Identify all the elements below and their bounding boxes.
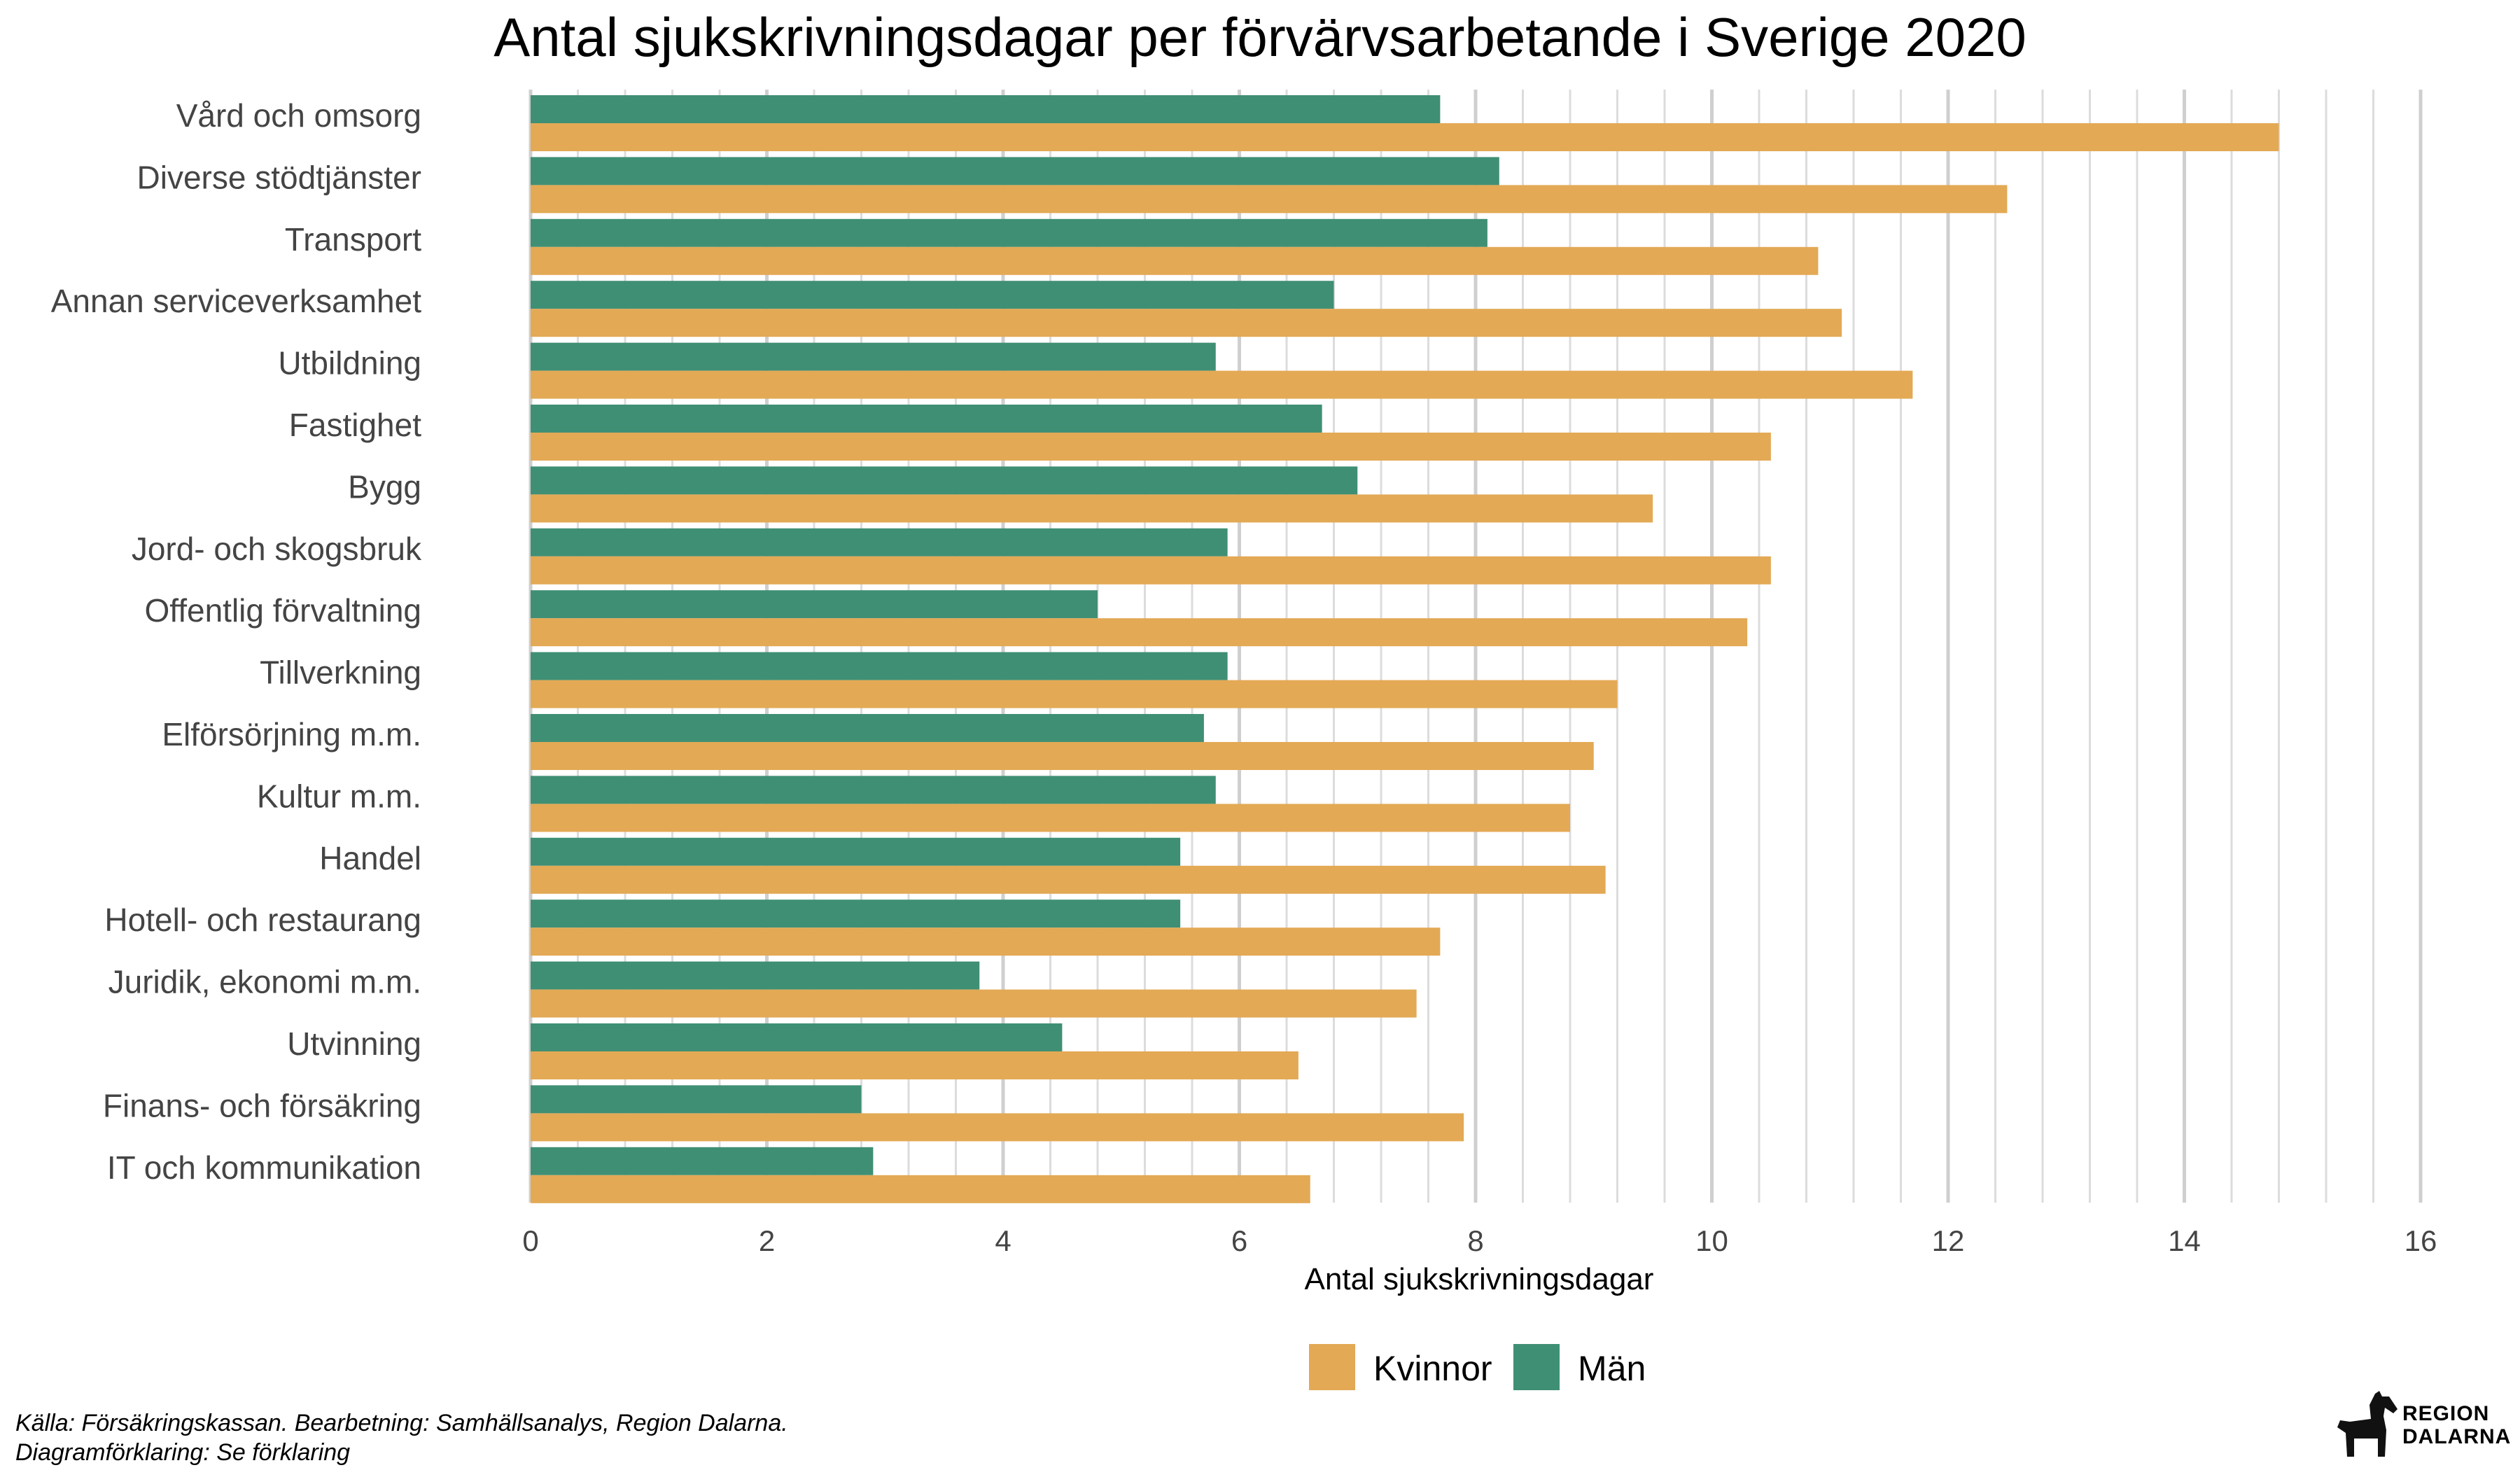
bar-woman	[531, 309, 1842, 337]
bar-man	[531, 776, 1216, 804]
category-label: Finans- och försäkring	[103, 1087, 421, 1124]
bar-woman	[531, 742, 1594, 770]
chart-title: Antal sjukskrivningsdagar per förvärvsar…	[493, 6, 2026, 68]
legend-swatch	[1513, 1344, 1560, 1390]
bar-woman	[531, 927, 1441, 956]
bar-man	[531, 961, 980, 990]
bar-man	[531, 342, 1216, 371]
x-tick-label: 4	[995, 1224, 1011, 1257]
legend: Kvinnor Män	[1309, 1344, 1646, 1390]
category-label: Kultur m.m.	[257, 778, 421, 814]
x-tick-label: 6	[1231, 1224, 1247, 1257]
region-dalarna-logo: REGION DALARNA	[2334, 1390, 2516, 1466]
bar-woman	[531, 618, 1748, 647]
bar-man	[531, 528, 1228, 556]
category-label: Diverse stödtjänster	[137, 159, 422, 195]
bar-man	[531, 714, 1204, 742]
category-label: Elförsörjning m.m.	[162, 716, 421, 752]
legend-swatch	[1309, 1344, 1355, 1390]
category-label: Bygg	[348, 468, 421, 505]
x-tick-label: 2	[759, 1224, 775, 1257]
bar-man	[531, 899, 1181, 928]
bar-woman	[531, 494, 1653, 523]
explanation-line: Diagramförklaring: Se förklaring	[15, 1439, 351, 1466]
category-label: Utvinning	[287, 1026, 421, 1062]
logo-text-dalarna: DALARNA	[2402, 1425, 2512, 1448]
bar-man	[531, 157, 1499, 186]
bar-man	[531, 281, 1334, 309]
bar-man	[531, 405, 1322, 433]
x-axis-label: Antal sjukskrivningsdagar	[1305, 1262, 1654, 1296]
x-tick-label: 14	[2168, 1224, 2201, 1257]
bar-man	[531, 218, 1488, 247]
bar-woman	[531, 433, 1771, 461]
bar-man	[531, 652, 1228, 680]
x-tick-label: 0	[522, 1224, 538, 1257]
category-label: Utbildning	[278, 345, 421, 382]
bar-woman	[531, 989, 1417, 1018]
bar-woman	[531, 1113, 1464, 1142]
bar-man	[531, 837, 1181, 866]
x-tick-label: 12	[1932, 1224, 1965, 1257]
x-tick-labels: 0 2 4 6 8 10 12 14 16	[522, 1224, 2437, 1257]
bar-woman	[531, 185, 2008, 214]
category-label: Transport	[285, 221, 421, 258]
category-label: Juridik, ekonomi m.m.	[108, 964, 421, 1000]
bar-woman	[531, 680, 1618, 708]
bar-woman	[531, 865, 1606, 894]
category-label: Tillverkning	[260, 654, 421, 691]
bar-woman	[531, 1051, 1298, 1079]
bars	[531, 95, 2279, 1203]
source-caption: Källa: Försäkringskassan. Bearbetning: S…	[15, 1408, 788, 1467]
logo-text-region: REGION	[2402, 1402, 2490, 1425]
category-label: Fastighet	[289, 407, 421, 443]
legend-label: Kvinnor	[1373, 1349, 1492, 1388]
category-label: Hotell- och restaurang	[104, 902, 421, 938]
bar-woman	[531, 246, 1819, 275]
category-label: Offentlig förvaltning	[145, 592, 422, 629]
x-tick-label: 16	[2404, 1224, 2437, 1257]
bar-man	[531, 1147, 874, 1175]
bar-woman	[531, 1175, 1310, 1203]
legend-label: Män	[1578, 1349, 1646, 1388]
bar-woman	[531, 370, 1913, 399]
bar-man	[531, 466, 1358, 495]
bar-man	[531, 95, 1441, 123]
category-label: Handel	[319, 840, 421, 876]
x-tick-label: 10	[1695, 1224, 1728, 1257]
bar-man	[531, 1085, 862, 1114]
bar-woman	[531, 556, 1771, 584]
x-tick-label: 8	[1467, 1224, 1483, 1257]
category-label: Vård och omsorg	[176, 97, 421, 134]
category-label: Annan serviceverksamhet	[51, 283, 421, 319]
bar-man	[531, 1023, 1063, 1051]
category-label: Jord- och skogsbruk	[132, 531, 422, 567]
bar-woman	[531, 123, 2279, 151]
source-line: Källa: Försäkringskassan. Bearbetning: S…	[15, 1410, 788, 1436]
dala-horse-icon	[2337, 1391, 2398, 1457]
category-labels: Vård och omsorg Diverse stödtjänster Trans…	[51, 97, 422, 1186]
category-label: IT och kommunikation	[107, 1149, 421, 1186]
bar-woman	[531, 804, 1570, 832]
bar-man	[531, 590, 1098, 619]
